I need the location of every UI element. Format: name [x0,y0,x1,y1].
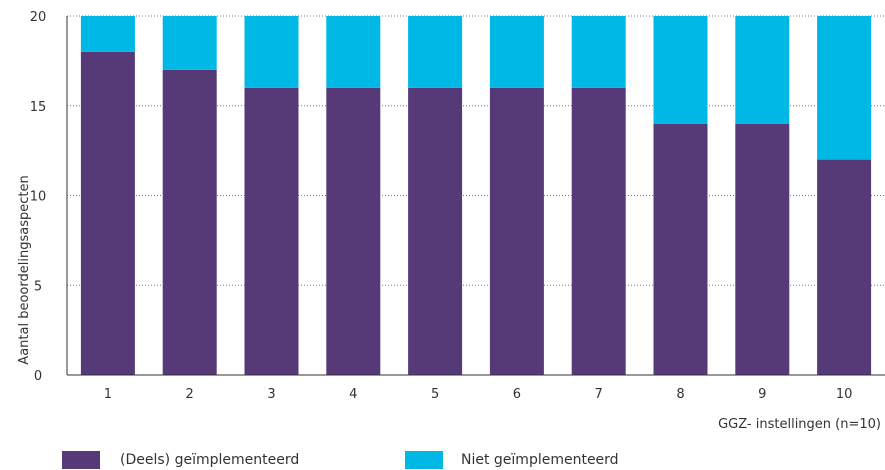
legend-swatch [405,451,443,469]
x-tick-label: 8 [676,387,684,402]
axes: 0 5 10 15 20 1 2 3 4 5 6 7 8 9 10 [30,10,885,402]
bar-deels-geimplementeerd [735,123,790,375]
legend-swatch [62,451,100,469]
x-tick-label: 6 [513,387,521,402]
y-tick-label: 20 [30,10,47,25]
chart-canvas: 0 5 10 15 20 1 2 3 4 5 6 7 8 9 10 Aantal beoordelingsa… [17,10,885,432]
bar-deels-geimplementeerd [244,87,299,376]
bars [80,16,872,376]
x-tick-label: 1 [104,387,112,402]
x-tick-label: 2 [186,387,194,402]
x-tick-label: 9 [758,387,766,402]
x-tick-label: 3 [267,387,275,402]
bar-deels-geimplementeerd [817,159,872,375]
bar-deels-geimplementeerd [571,87,626,376]
y-tick-label: 0 [34,369,42,384]
y-tick-label: 15 [30,100,47,115]
bar-niet-geimplementeerd [571,16,626,88]
bar-deels-geimplementeerd [80,51,135,376]
bar-deels-geimplementeerd [326,87,381,376]
x-tick-label: 10 [836,387,853,402]
bar-niet-geimplementeerd [80,16,135,52]
bar-niet-geimplementeerd [244,16,299,88]
bar-niet-geimplementeerd [408,16,463,88]
legend: (Deels) geïmplementeerd Niet geïmplement… [0,450,885,470]
legend-label: (Deels) geïmplementeerd [120,452,300,468]
x-tick-label: 4 [349,387,357,402]
bar-niet-geimplementeerd [653,16,708,124]
bar-deels-geimplementeerd [408,87,463,376]
bar-niet-geimplementeerd [735,16,790,124]
y-tick-label: 5 [34,279,42,294]
x-axis-label: GGZ- instellingen (n=10) [718,417,881,432]
bar-niet-geimplementeerd [817,16,872,160]
bar-deels-geimplementeerd [162,69,217,375]
bar-deels-geimplementeerd [489,87,544,376]
bar-niet-geimplementeerd [162,16,217,70]
y-tick-label: 10 [30,190,47,205]
legend-label: Niet geïmplementeerd [461,452,619,468]
bar-niet-geimplementeerd [326,16,381,88]
bar-niet-geimplementeerd [489,16,544,88]
y-axis-label: Aantal beoordelingsaspecten [17,175,32,364]
x-tick-label: 7 [595,387,603,402]
x-tick-label: 5 [431,387,439,402]
bar-deels-geimplementeerd [653,123,708,375]
